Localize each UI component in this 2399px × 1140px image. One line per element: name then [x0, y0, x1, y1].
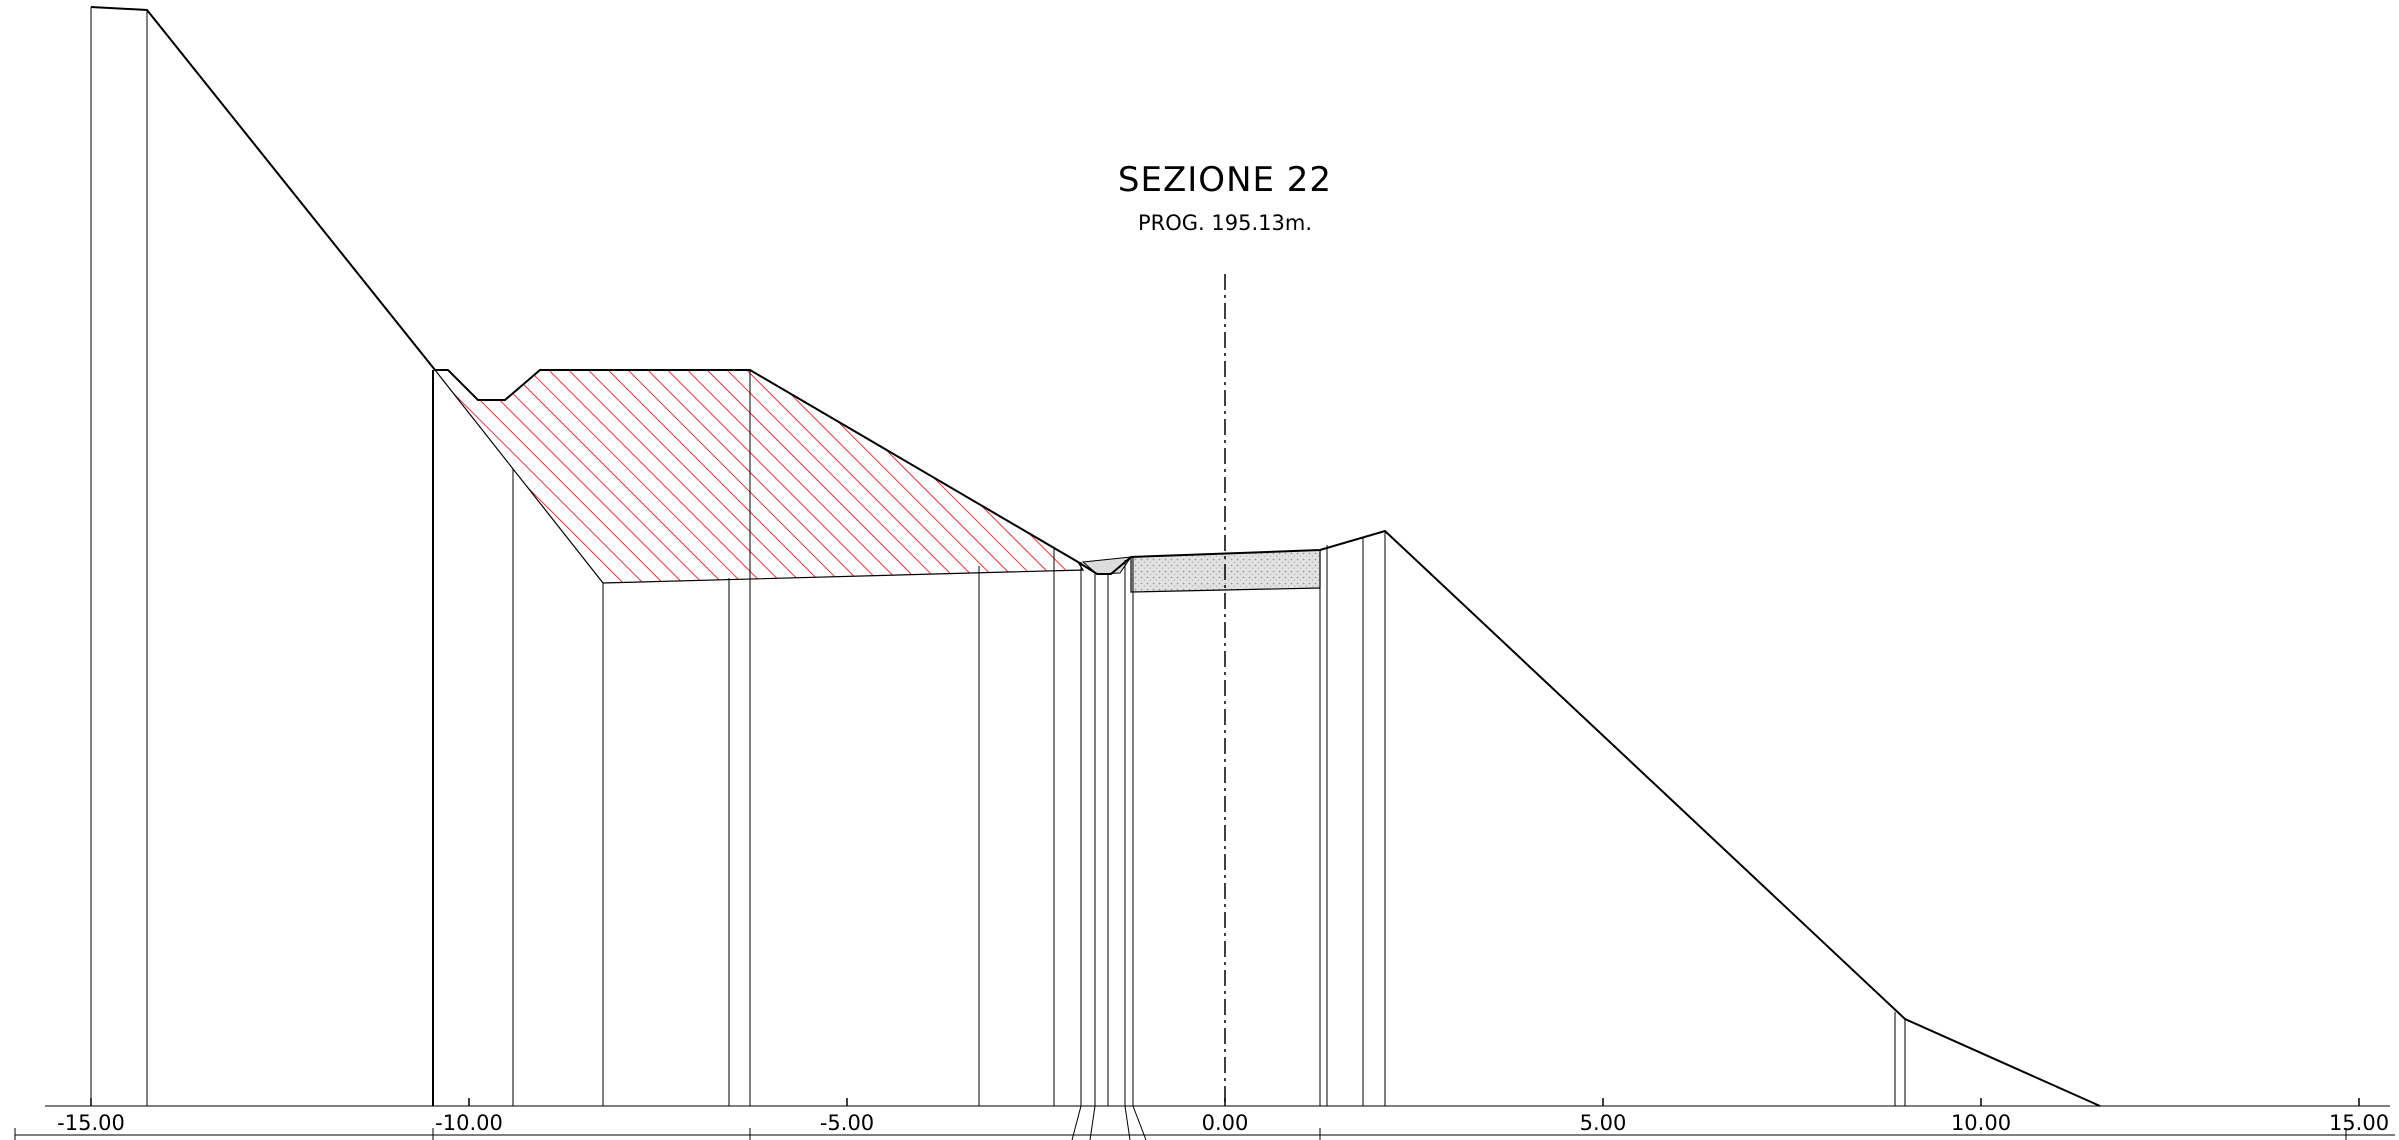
- axis-tick-label: 0.00: [1202, 1111, 1249, 1135]
- axis-tick-label: -10.00: [435, 1111, 503, 1135]
- distance-axis-ticks: -15.00 -10.00 -5.00 0.00 5.00 10.00 15.00: [57, 1098, 2389, 1135]
- axis-tick-label: 15.00: [2329, 1111, 2389, 1135]
- ditch-fill: [1081, 556, 1133, 575]
- station-lines: [90, 7, 1906, 1106]
- axis-tick-label: 10.00: [1951, 1111, 2011, 1135]
- axis-tick-label: 5.00: [1580, 1111, 1627, 1135]
- cut-area-hatch: [433, 369, 1085, 584]
- section-progressive: PROG. 195.13m.: [1138, 211, 1312, 235]
- axis-tick-label: -5.00: [820, 1111, 874, 1135]
- axis-tick-label: -15.00: [57, 1111, 125, 1135]
- section-title: SEZIONE 22: [1118, 160, 1332, 200]
- ground-profile-line: [90, 6, 2101, 1107]
- bottom-station-ticks: [14, 1105, 2347, 1140]
